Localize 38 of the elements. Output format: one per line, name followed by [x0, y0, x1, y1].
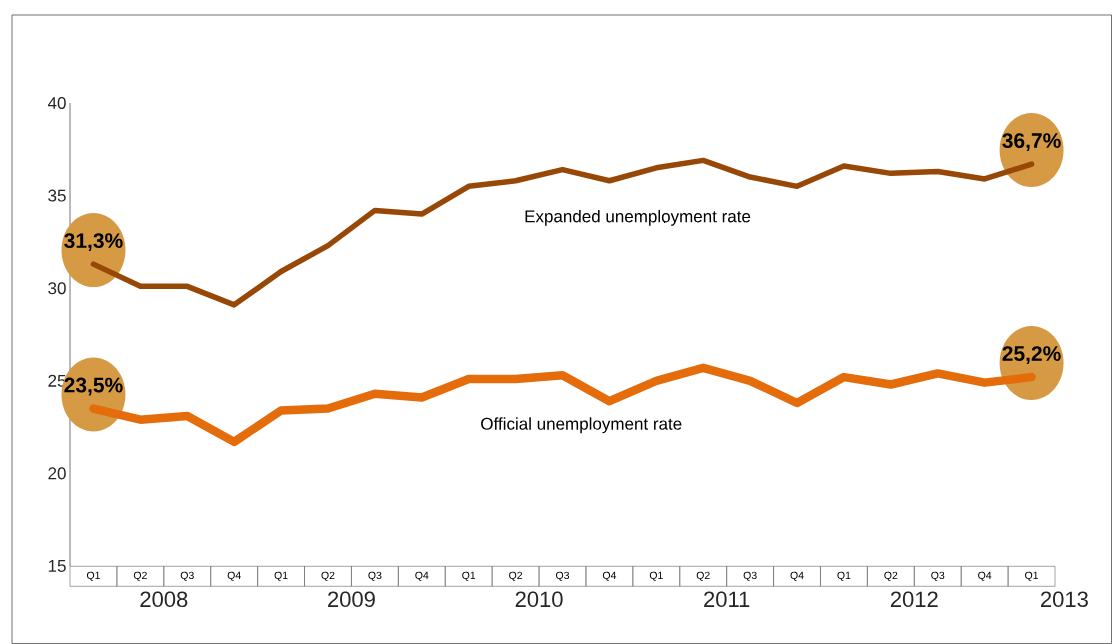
data-label: 25,2% — [1002, 346, 1061, 365]
x-tick-label: Q4 — [227, 571, 241, 581]
x-tick-label: Q1 — [462, 571, 476, 581]
x-tick-label: Q2 — [133, 571, 147, 581]
x-tick-label: Q3 — [931, 571, 945, 581]
y-tick-label: 20 — [48, 467, 66, 480]
text: Official unemployment rate — [481, 417, 682, 434]
x-tick-label: Q2 — [696, 571, 710, 581]
x-tick-label: Q2 — [884, 571, 898, 581]
x-tick-label: Q1 — [86, 571, 100, 581]
text: 2009 — [328, 591, 375, 608]
series-label: Expanded unemployment rate — [525, 209, 751, 226]
data-label: 36,7% — [1002, 133, 1061, 152]
y-tick-label: 35 — [48, 189, 66, 202]
text: 2013 — [1041, 591, 1088, 608]
text: 2011 — [704, 591, 750, 608]
text: 2008 — [140, 591, 188, 608]
x-tick-label: Q4 — [415, 571, 429, 581]
x-tick-label: Q1 — [1025, 571, 1039, 581]
x-tick-label: Q2 — [509, 571, 523, 581]
x-tick-label: Q2 — [321, 571, 335, 581]
data-label: 23,5% — [64, 377, 123, 396]
x-tick-label: Q3 — [743, 571, 757, 581]
x-tick-label: Q1 — [837, 571, 851, 581]
x-tick-label: Q3 — [368, 571, 382, 581]
x-tick-label: Q4 — [602, 571, 617, 581]
y-tick-label: 40 — [47, 96, 66, 110]
y-tick-label: 15 — [48, 560, 66, 572]
x-tick-label: Q1 — [274, 571, 288, 581]
text: 2012 — [890, 591, 938, 608]
data-label: 31,3% — [64, 233, 123, 252]
x-tick-label: Q1 — [649, 571, 663, 581]
text: 2010 — [515, 591, 563, 608]
x-tick-label: Q4 — [978, 571, 992, 581]
x-tick-label: Q3 — [556, 571, 570, 581]
y-tick-label: 30 — [48, 282, 66, 295]
x-tick-label: Q4 — [790, 571, 804, 581]
x-tick-label: Q3 — [180, 571, 194, 581]
